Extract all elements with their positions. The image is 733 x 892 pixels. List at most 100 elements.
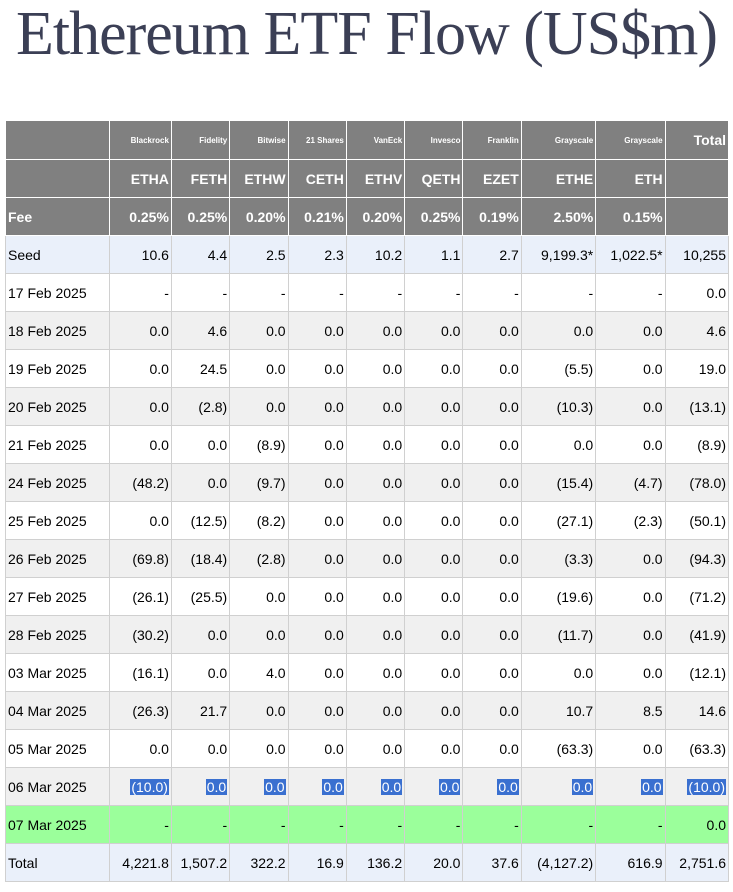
table-row: Seed 10.6 4.4 2.5 2.3 10.2 1.1 2.7 9,199.3* 1,022… xyxy=(5,235,730,274)
ticker-header: FETH xyxy=(170,159,231,198)
issuer-header: 21 Shares xyxy=(287,120,347,160)
ticker-header: QETH xyxy=(404,159,464,198)
value-cell: 0.0 xyxy=(462,577,522,616)
value-cell: 20.0 xyxy=(404,843,464,882)
value-cell: 0.0 xyxy=(229,311,289,350)
value-cell: - xyxy=(595,273,666,312)
table-row: 03 Mar 2025 (16.1) 0.0 4.0 0.0 0.0 0.0 0.0 0.0 0.… xyxy=(5,653,730,692)
value-cell: 0.0 xyxy=(108,349,172,388)
fee-header-row: Fee 0.25% 0.25% 0.20% 0.21% 0.20% 0.25% 0.19% 2… xyxy=(5,197,730,236)
value-cell: 0.0 xyxy=(404,691,464,730)
table-row: 07 Mar 2025- - - - - - - - -0.0 xyxy=(5,805,730,844)
value-cell: (4,127.2) xyxy=(520,843,597,882)
value-cell: 0.0 xyxy=(520,311,597,350)
value-cell: 0.0 xyxy=(229,387,289,426)
fee-cell: 0.20% xyxy=(229,197,289,236)
value-cell: 0.0 xyxy=(404,653,464,692)
value-cell: 0.0 xyxy=(345,729,406,768)
value-cell: 0.0 xyxy=(595,387,666,426)
value-cell: 0.0 xyxy=(462,425,522,464)
value-cell: 0.0 xyxy=(462,653,522,692)
row-label: 17 Feb 2025 xyxy=(5,273,110,312)
value-cell: (19.6) xyxy=(520,577,597,616)
value-cell: - xyxy=(520,273,597,312)
value-cell: 322.2 xyxy=(229,843,289,882)
header-corner-cell xyxy=(5,120,110,160)
value-cell: - xyxy=(170,273,231,312)
selected-value: 0.0 xyxy=(571,778,594,795)
row-label: 26 Feb 2025 xyxy=(5,539,110,578)
value-cell: 0.0 xyxy=(229,729,289,768)
value-cell: - xyxy=(345,805,406,844)
value-cell: 0.0 xyxy=(595,311,666,350)
ticker-header: ETHV xyxy=(345,159,406,198)
value-cell: - xyxy=(462,273,522,312)
row-total-cell: (13.1) xyxy=(664,387,730,426)
value-cell: 0.0 xyxy=(287,387,347,426)
value-cell: 0.0 xyxy=(345,387,406,426)
value-cell: (2.8) xyxy=(170,387,231,426)
value-cell: 0.0 xyxy=(462,615,522,654)
value-cell: 37.6 xyxy=(462,843,522,882)
value-cell: 0.0 xyxy=(462,463,522,502)
value-cell: 0.0 xyxy=(595,767,666,806)
value-cell: (11.7) xyxy=(520,615,597,654)
issuer-header: Grayscale xyxy=(595,120,666,160)
value-cell: 0.0 xyxy=(229,577,289,616)
value-cell: 0.0 xyxy=(595,729,666,768)
value-cell: 0.0 xyxy=(287,767,347,806)
value-cell: 0.0 xyxy=(170,425,231,464)
value-cell: 10.6 xyxy=(108,235,172,274)
value-cell: 0.0 xyxy=(229,615,289,654)
fee-cell: 0.21% xyxy=(287,197,347,236)
table-row: 06 Mar 2025 (10.0) 0.0 0.0 0.0 0.0 0.0 0.0 0.0 0.… xyxy=(5,767,730,806)
row-total-cell: (71.2) xyxy=(664,577,730,616)
value-cell: - xyxy=(345,273,406,312)
fee-cell: 0.15% xyxy=(595,197,666,236)
issuer-header: Grayscale xyxy=(520,120,597,160)
total-header: Total xyxy=(664,120,730,160)
value-cell: 0.0 xyxy=(170,463,231,502)
value-cell: 0.0 xyxy=(404,501,464,540)
value-cell: 0.0 xyxy=(287,463,347,502)
value-cell: (3.3) xyxy=(520,539,597,578)
value-cell: 0.0 xyxy=(595,577,666,616)
selected-value: 0.0 xyxy=(439,778,461,795)
value-cell: (48.2) xyxy=(108,463,172,502)
value-cell: (2.8) xyxy=(229,539,289,578)
value-cell: 8.5 xyxy=(595,691,666,730)
value-cell: 0.0 xyxy=(595,653,666,692)
value-cell: - xyxy=(287,805,347,844)
row-total-cell: 2,751.6 xyxy=(664,843,730,882)
issuer-header: Franklin xyxy=(462,120,522,160)
fee-cell: 2.50% xyxy=(520,197,597,236)
etf-flow-table: Blackrock Fidelity Bitwise 21 Shares VanEck I… xyxy=(5,120,730,882)
value-cell: 0.0 xyxy=(170,653,231,692)
row-label: 20 Feb 2025 xyxy=(5,387,110,426)
value-cell: (26.3) xyxy=(108,691,172,730)
ticker-header: CETH xyxy=(287,159,347,198)
page-title: Ethereum ETF Flow (US$m) xyxy=(16,0,718,68)
value-cell: 0.0 xyxy=(170,615,231,654)
row-label: 24 Feb 2025 xyxy=(5,463,110,502)
row-total-cell: 14.6 xyxy=(664,691,730,730)
value-cell: - xyxy=(229,273,289,312)
value-cell: (26.1) xyxy=(108,577,172,616)
value-cell: 0.0 xyxy=(345,653,406,692)
value-cell: 4.6 xyxy=(170,311,231,350)
value-cell: (9.7) xyxy=(229,463,289,502)
value-cell: 0.0 xyxy=(462,729,522,768)
value-cell: 0.0 xyxy=(108,311,172,350)
value-cell: 4.4 xyxy=(170,235,231,274)
value-cell: 0.0 xyxy=(287,501,347,540)
issuer-header-row: Blackrock Fidelity Bitwise 21 Shares VanEck I… xyxy=(5,120,730,160)
value-cell: 4,221.8 xyxy=(108,843,172,882)
value-cell: 0.0 xyxy=(595,539,666,578)
issuer-header: Bitwise xyxy=(229,120,289,160)
value-cell: 0.0 xyxy=(345,349,406,388)
row-label: 28 Feb 2025 xyxy=(5,615,110,654)
table-row: Total 4,221.8 1,507.2 322.2 16.9 136.2 20.0 37.… xyxy=(5,843,730,882)
fee-total-blank xyxy=(664,197,730,236)
row-total-cell: 19.0 xyxy=(664,349,730,388)
ticker-header: ETHA xyxy=(108,159,172,198)
